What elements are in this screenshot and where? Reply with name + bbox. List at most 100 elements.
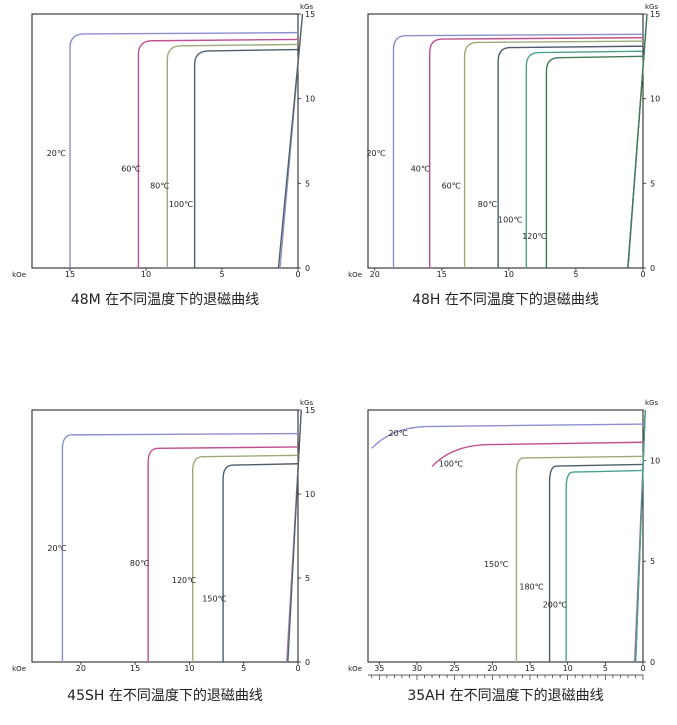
y-tick-label: 5 [305, 574, 310, 583]
x-tick-label: 10 [563, 664, 573, 673]
series-line [287, 409, 302, 663]
series-label: 80℃ [130, 559, 149, 568]
series-curve [69, 31, 299, 268]
series-curve [525, 50, 644, 268]
series-line [627, 13, 648, 269]
x-tick-label: 15 [437, 270, 447, 279]
y-axis-unit: kGs [300, 3, 313, 11]
series-label: 150℃ [202, 595, 226, 604]
series-label: 20℃ [366, 149, 385, 158]
series-label: 100℃ [498, 215, 522, 224]
x-tick-label: 10 [184, 664, 194, 673]
y-tick-label: 0 [305, 658, 310, 667]
series-label: 20℃ [389, 429, 408, 438]
x-tick-label: 0 [295, 270, 300, 279]
y-tick-label: 5 [650, 557, 655, 566]
series-curve [565, 469, 644, 662]
series-curve [548, 463, 644, 662]
x-tick-label: 25 [450, 664, 460, 673]
series-curve [166, 43, 299, 268]
y-tick-label: 0 [650, 264, 655, 273]
x-tick-label: 15 [525, 664, 535, 673]
y-axis-unit: kGs [645, 399, 658, 407]
series-label: 20℃ [47, 544, 66, 553]
y-tick-label: 15 [650, 10, 660, 19]
y-tick-label: 10 [650, 456, 660, 465]
x-tick-label: 0 [640, 664, 645, 673]
x-tick-label: 5 [573, 270, 578, 279]
y-tick-label: 5 [650, 179, 655, 188]
y-tick-label: 0 [650, 658, 655, 667]
y-tick-label: 10 [305, 95, 315, 104]
series-curve [371, 423, 644, 449]
y-tick-label: 10 [305, 490, 315, 499]
x-tick-label: 5 [241, 664, 246, 673]
series-label: 100℃ [169, 200, 193, 209]
series-curve [147, 446, 299, 662]
y-tick-label: 15 [305, 406, 315, 415]
series-curve [431, 441, 644, 467]
plot-frame [31, 409, 299, 663]
x-axis-unit: kOe [12, 271, 26, 279]
x-axis-unit: kOe [348, 665, 362, 673]
series-label: 120℃ [522, 232, 546, 241]
x-tick-label: 30 [412, 664, 422, 673]
x-tick-label: 0 [295, 664, 300, 673]
series-curve [61, 432, 299, 662]
series-label: 180℃ [519, 582, 543, 591]
series-curve [392, 33, 644, 268]
chart-title: 35AH 在不同温度下的退磁曲线 [407, 688, 603, 704]
series-label: 80℃ [478, 200, 497, 209]
series-curve [497, 45, 644, 268]
x-tick-label: 15 [65, 270, 75, 279]
x-tick-label: 20 [76, 664, 86, 673]
chart-panel-4: 35 30 25 20 15 10 5 0 kOe 0 5 10 kGs 20℃ 100℃ 150℃ 180℃ 2… [348, 399, 660, 704]
series-label: 200℃ [543, 601, 567, 610]
series-curve [545, 55, 644, 268]
series-curve [222, 463, 299, 662]
x-tick-label: 5 [603, 664, 608, 673]
series-label: 150℃ [484, 560, 508, 569]
series-label: 80℃ [150, 181, 169, 190]
x-tick-label: 20 [370, 270, 380, 279]
x-tick-label: 15 [130, 664, 140, 673]
x-tick-label: 35 [374, 664, 384, 673]
series-curve [515, 455, 644, 662]
plot-frame [367, 13, 644, 269]
chart-title: 45SH 在不同温度下的退磁曲线 [67, 688, 263, 704]
series-label: 100℃ [439, 459, 463, 468]
y-tick-label: 15 [305, 10, 315, 19]
x-tick-label: 10 [141, 270, 151, 279]
x-tick-label: 5 [219, 270, 224, 279]
x-tick-label: 0 [640, 270, 645, 279]
y-tick-label: 0 [305, 264, 310, 273]
series-curve [463, 40, 644, 268]
chart-title: 48H 在不同温度下的退磁曲线 [412, 292, 599, 308]
chart-title: 48M 在不同温度下的退磁曲线 [71, 292, 259, 308]
series-curve [193, 48, 299, 268]
series-curve [137, 38, 299, 268]
series-label: 20℃ [47, 149, 66, 158]
plot-frame [367, 409, 644, 663]
series-curve [191, 454, 299, 662]
series-label: 120℃ [172, 576, 196, 585]
series-line [277, 13, 304, 269]
x-axis-unit: kOe [12, 665, 26, 673]
series-label: 40℃ [411, 164, 430, 173]
series-label: 60℃ [442, 181, 461, 190]
series-label: 60℃ [121, 164, 140, 173]
x-tick-label: 10 [504, 270, 514, 279]
plot-frame [31, 13, 299, 269]
x-axis-unit: kOe [348, 271, 362, 279]
y-tick-label: 10 [650, 95, 660, 104]
series-curve [429, 37, 644, 268]
series-line [635, 410, 646, 663]
y-axis-unit: kGs [300, 399, 313, 407]
chart-panel-2: 20 15 10 5 0kOe051015kGs20℃40℃60℃80℃100℃120℃… [348, 3, 660, 308]
y-tick-label: 5 [305, 179, 310, 188]
y-axis-unit: kGs [645, 3, 658, 11]
x-tick-label: 20 [487, 664, 497, 673]
